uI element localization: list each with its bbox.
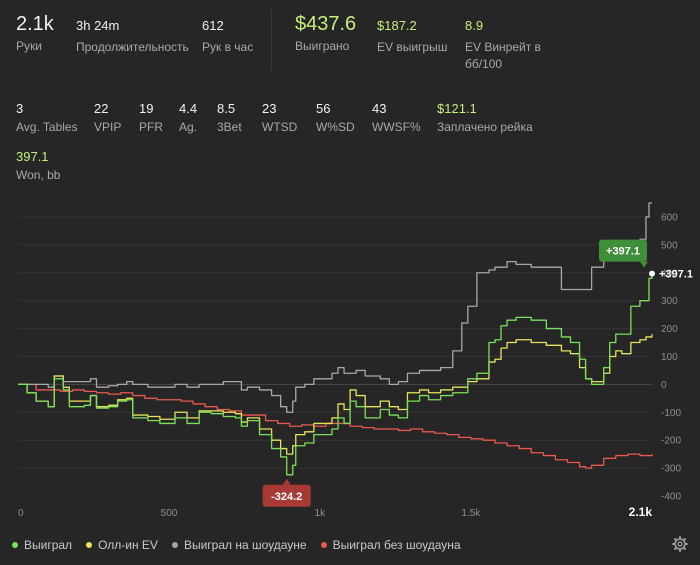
summary-divider: [271, 10, 272, 70]
stat-rake-label: Заплачено рейка: [437, 120, 533, 134]
legend-non-showdown-label: Выиграл без шоудауна: [332, 538, 461, 552]
y-tick-label: 200: [661, 324, 678, 335]
stat-hands: 2.1k Руки: [16, 13, 54, 55]
stat-duration: 3h 24m Продолжительность: [76, 18, 189, 56]
stat-ev-winrate-label: EV Винрейт в бб/100: [465, 40, 541, 71]
y-tick-label: 100: [661, 352, 678, 363]
x-tick-label: 500: [161, 508, 178, 519]
y-tick-label: -300: [661, 464, 681, 475]
stat-wtsd-label: WTSD: [262, 120, 298, 134]
x-tick-label: 2.1k: [629, 505, 653, 519]
stat-wwsf-label: WWSF%: [372, 120, 421, 134]
y-tick-label: 0: [661, 380, 667, 391]
legend-won-label: Выиграл: [24, 538, 73, 552]
stat-wtsd: 23 WTSD: [262, 101, 297, 136]
stat-ev-winrate: 8.9 EV Винрейт в бб/100: [465, 18, 560, 73]
stat-avg-tables: 3 Avg. Tables: [16, 101, 78, 136]
legend-non-showdown-dot: [320, 542, 327, 548]
max-badge: [599, 239, 647, 262]
y-axis-ticks: 600 500 400 300 200 100 0 -100 -200 -300 -400: [661, 212, 681, 502]
stat-3bet: 8.5 3Bet: [217, 101, 242, 136]
series-line-gray: [18, 202, 652, 413]
stat-ev-won-label: EV выигрыш: [377, 40, 448, 54]
stat-wsd: 56 W%SD: [316, 101, 355, 136]
stat-ag-value: 4.4: [179, 101, 198, 116]
y-tick-label: -200: [661, 436, 681, 447]
stat-wwsf-value: 43: [372, 101, 387, 116]
stat-avg-tables-value: 3: [16, 101, 24, 116]
stat-avg-tables-label: Avg. Tables: [16, 120, 78, 134]
chart-grid: [18, 216, 652, 497]
stat-vpip: 22 VPIP: [94, 101, 121, 136]
x-tick-label: 0: [18, 508, 24, 519]
stat-duration-label: Продолжительность: [76, 40, 189, 54]
stat-pfr-label: PFR: [139, 120, 163, 134]
x-axis-ticks: 0 500 1k 1.5k 2.1k: [18, 505, 652, 519]
legend-won-dot: [12, 542, 18, 548]
stat-3bet-label: 3Bet: [217, 120, 242, 134]
stat-hands-per-hour-value: 612: [202, 18, 224, 33]
chart-legend: Выиграл Олл-ин EV Выиграл на шоудауне Вы…: [12, 535, 475, 555]
stat-ag-label: Ag.: [179, 120, 198, 134]
stat-won-bb-value: 397.1: [16, 149, 49, 164]
min-badge: [262, 484, 311, 507]
y-tick-label: 300: [661, 296, 678, 307]
stat-wwsf: 43 WWSF%: [372, 101, 421, 136]
stat-vpip-label: VPIP: [94, 120, 122, 134]
series-line-green: [18, 273, 653, 476]
stat-wsd-label: W%SD: [316, 120, 355, 134]
stat-ev-winrate-value: 8.9: [465, 18, 484, 33]
min-badge-pointer: [282, 478, 291, 485]
y-tick-label: 600: [661, 212, 678, 223]
stat-ag: 4.4 Ag.: [179, 101, 197, 136]
stat-ev-won: $187.2 EV выигрыш: [377, 18, 447, 56]
stat-3bet-value: 8.5: [217, 101, 236, 116]
y-tick-label: 500: [661, 240, 678, 251]
stat-hands-per-hour: 612 Рук в час: [202, 18, 253, 56]
y-tick-label: 400: [661, 268, 678, 279]
legend-allin-ev[interactable]: Олл-ин EV: [86, 538, 158, 552]
winnings-chart[interactable]: 600 500 400 300 200 100 0 -100 -200 -300 -400 0 500…: [0, 198, 700, 528]
stat-duration-value: 3h 24m: [76, 18, 120, 33]
max-badge-pointer: [640, 261, 648, 268]
max-badge-label: +397.1: [606, 246, 640, 258]
x-tick-label: 1.5k: [461, 508, 481, 519]
stat-won: $437.6 Выиграно: [295, 13, 356, 55]
legend-showdown[interactable]: Выиграл на шоудауне: [171, 538, 307, 552]
stat-rake: $121.1 Заплачено рейка: [437, 101, 533, 136]
stat-pfr-value: 19: [139, 101, 154, 116]
chart-annotations: +397.1 +397.1 -324.2: [262, 239, 693, 507]
stat-rake-value: $121.1: [437, 101, 477, 116]
stat-hands-value: 2.1k: [16, 13, 54, 35]
stat-pfr: 19 PFR: [139, 101, 163, 136]
stat-won-bb-label: Won, bb: [16, 168, 61, 182]
stat-won-label: Выиграно: [295, 39, 350, 53]
end-value-label: +397.1: [659, 269, 693, 281]
end-point-marker: [649, 270, 655, 277]
series-line-red: [18, 383, 653, 469]
x-tick-label: 1k: [315, 508, 327, 519]
stat-wtsd-value: 23: [262, 101, 277, 116]
stat-won-bb: 397.1 Won, bb: [16, 149, 60, 184]
stat-hands-label: Руки: [16, 39, 42, 53]
y-tick-label: -100: [661, 408, 681, 419]
stat-ev-won-value: $187.2: [377, 18, 417, 33]
min-badge-label: -324.2: [271, 491, 302, 503]
legend-allin-ev-dot: [86, 542, 93, 548]
settings-gear-icon[interactable]: [672, 536, 688, 552]
stat-won-value: $437.6: [295, 13, 357, 35]
legend-showdown-label: Выиграл на шоудауне: [183, 538, 307, 552]
legend-non-showdown[interactable]: Выиграл без шоудауна: [320, 538, 461, 552]
legend-allin-ev-label: Олл-ин EV: [98, 538, 158, 552]
chart-lines: [18, 202, 653, 476]
legend-won[interactable]: Выиграл: [12, 538, 72, 552]
stat-wsd-value: 56: [316, 101, 331, 116]
stat-vpip-value: 22: [94, 101, 109, 116]
stat-hands-per-hour-label: Рук в час: [202, 40, 254, 54]
y-tick-label: -400: [661, 492, 681, 503]
legend-showdown-dot: [171, 542, 178, 548]
